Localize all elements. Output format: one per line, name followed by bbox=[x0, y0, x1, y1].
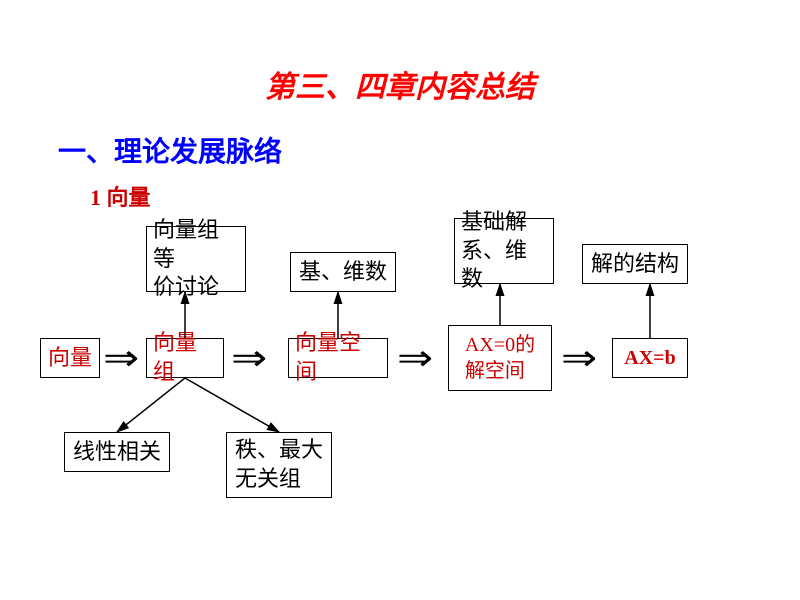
node-n4: AX=0的 解空间 bbox=[448, 325, 552, 391]
arrow-a4: ⇒ bbox=[561, 340, 597, 376]
node-n2: 向量组 bbox=[146, 338, 224, 378]
node-n5: AX=b bbox=[612, 338, 688, 378]
node-t4: 解的结构 bbox=[582, 244, 688, 284]
node-t1: 向量组等 价讨论 bbox=[146, 226, 246, 292]
node-t2: 基、维数 bbox=[290, 252, 396, 292]
section-heading: 一、理论发展脉络 bbox=[58, 130, 282, 170]
node-b1: 线性相关 bbox=[64, 432, 170, 472]
arrow-a2: ⇒ bbox=[231, 340, 267, 376]
node-n3: 向量空间 bbox=[288, 338, 388, 378]
arrow-a3: ⇒ bbox=[397, 340, 433, 376]
subsection-heading: 1 向量 bbox=[90, 180, 151, 212]
page-title: 第三、四章内容总结 bbox=[0, 62, 800, 106]
node-t3: 基础解 系、维数 bbox=[454, 218, 554, 284]
arrow-a1: ⇒ bbox=[103, 340, 139, 376]
node-b2: 秩、最大 无关组 bbox=[226, 432, 332, 498]
node-n1: 向量 bbox=[40, 338, 100, 378]
